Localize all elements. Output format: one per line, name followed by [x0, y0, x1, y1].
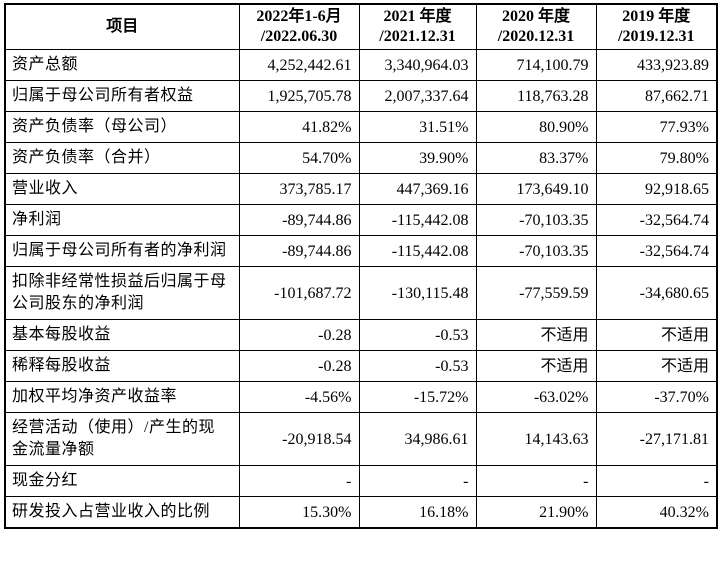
header-period-2022-line2: /2022.06.30 [260, 28, 338, 45]
row-label: 净利润 [4, 204, 240, 236]
row-value: - [595, 465, 718, 497]
row-value: -115,442.08 [358, 235, 477, 267]
row-value: -0.53 [358, 350, 477, 382]
row-value: 714,100.79 [475, 49, 597, 81]
row-value: 433,923.89 [595, 49, 718, 81]
row-value: -130,115.48 [358, 266, 477, 320]
row-value: 3,340,964.03 [358, 49, 477, 81]
row-value: - [358, 465, 477, 497]
row-label: 加权平均净资产收益率 [4, 381, 240, 413]
row-value: -0.28 [238, 319, 360, 351]
row-value: 41.82% [238, 111, 360, 143]
row-value: 34,986.61 [358, 412, 477, 466]
header-period-2020-line1: 2020 年度 [501, 8, 570, 25]
row-value: -101,687.72 [238, 266, 360, 320]
row-label: 稀释每股收益 [4, 350, 240, 382]
row-value: -4.56% [238, 381, 360, 413]
row-label: 营业收入 [4, 173, 240, 205]
header-period-2020: 2020 年度 /2020.12.31 [475, 3, 597, 50]
row-value: -89,744.86 [238, 235, 360, 267]
header-period-2022-line1: 2022年1-6月 [256, 8, 342, 25]
row-value: 173,649.10 [475, 173, 597, 205]
row-value: 不适用 [475, 319, 597, 351]
row-value: 373,785.17 [238, 173, 360, 205]
row-value: 31.51% [358, 111, 477, 143]
row-value: -37.70% [595, 381, 718, 413]
row-value: 14,143.63 [475, 412, 597, 466]
row-label: 归属于母公司所有者权益 [4, 80, 240, 112]
header-period-2019-line2: /2019.12.31 [618, 28, 695, 45]
table-row: 基本每股收益 -0.28 -0.53 不适用 不适用 [4, 319, 718, 351]
row-value: - [475, 465, 597, 497]
financial-summary-table: 项目 2022年1-6月 /2022.06.30 2021 年度 /2021.1… [4, 3, 718, 529]
table-row: 资产负债率（母公司） 41.82% 31.51% 80.90% 77.93% [4, 111, 718, 143]
row-value: 40.32% [595, 496, 718, 529]
table-row: 营业收入 373,785.17 447,369.16 173,649.10 92,918… [4, 173, 718, 205]
table-row: 稀释每股收益 -0.28 -0.53 不适用 不适用 [4, 350, 718, 382]
table-row: 研发投入占营业收入的比例 15.30% 16.18% 21.90% 40.32% [4, 496, 718, 529]
row-value: -70,103.35 [475, 235, 597, 267]
row-value: -70,103.35 [475, 204, 597, 236]
table-row: 净利润 -89,744.86 -115,442.08 -70,103.35 -32,56… [4, 204, 718, 236]
header-period-2021: 2021 年度 /2021.12.31 [358, 3, 477, 50]
row-value: 不适用 [475, 350, 597, 382]
row-value: -0.53 [358, 319, 477, 351]
row-label: 归属于母公司所有者的净利润 [4, 235, 240, 267]
row-value: 15.30% [238, 496, 360, 529]
row-value: 83.37% [475, 142, 597, 174]
row-value: 79.80% [595, 142, 718, 174]
table-row: 资产总额 4,252,442.61 3,340,964.03 714,100.79 43… [4, 49, 718, 81]
header-period-2019-line1: 2019 年度 [622, 8, 691, 25]
row-value: -115,442.08 [358, 204, 477, 236]
row-label: 扣除非经常性损益后归属于母公司股东的净利润 [4, 266, 240, 320]
row-value: 4,252,442.61 [238, 49, 360, 81]
header-period-2022: 2022年1-6月 /2022.06.30 [238, 3, 360, 50]
table-row: 归属于母公司所有者的净利润 -89,744.86 -115,442.08 -70,10… [4, 235, 718, 267]
row-value: 54.70% [238, 142, 360, 174]
table-row: 经营活动（使用）/产生的现金流量净额 -20,918.54 34,986.61 14,… [4, 412, 718, 466]
table-row: 现金分红 - - - - [4, 465, 718, 497]
row-label: 资产负债率（母公司） [4, 111, 240, 143]
row-value: -0.28 [238, 350, 360, 382]
row-value: -15.72% [358, 381, 477, 413]
row-value: 87,662.71 [595, 80, 718, 112]
table-row: 扣除非经常性损益后归属于母公司股东的净利润 -101,687.72 -130,115… [4, 266, 718, 320]
row-value: 21.90% [475, 496, 597, 529]
table-row: 归属于母公司所有者权益 1,925,705.78 2,007,337.64 118,7… [4, 80, 718, 112]
header-period-2019: 2019 年度 /2019.12.31 [595, 3, 718, 50]
row-label: 经营活动（使用）/产生的现金流量净额 [4, 412, 240, 466]
row-value: 39.90% [358, 142, 477, 174]
header-item-column: 项目 [4, 3, 240, 50]
header-row: 项目 2022年1-6月 /2022.06.30 2021 年度 /2021.1… [4, 3, 718, 50]
row-value: 92,918.65 [595, 173, 718, 205]
row-value: 1,925,705.78 [238, 80, 360, 112]
row-value: -27,171.81 [595, 412, 718, 466]
row-value: 16.18% [358, 496, 477, 529]
row-label: 研发投入占营业收入的比例 [4, 496, 240, 529]
row-label: 资产负债率（合并） [4, 142, 240, 174]
row-value: 不适用 [595, 319, 718, 351]
header-period-2021-line2: /2021.12.31 [379, 28, 456, 45]
header-period-2021-line1: 2021 年度 [383, 8, 452, 25]
row-value: -34,680.65 [595, 266, 718, 320]
row-value: -89,744.86 [238, 204, 360, 236]
row-value: - [238, 465, 360, 497]
row-value: 77.93% [595, 111, 718, 143]
row-value: 447,369.16 [358, 173, 477, 205]
row-label: 资产总额 [4, 49, 240, 81]
header-period-2020-line2: /2020.12.31 [497, 28, 575, 45]
row-value: -63.02% [475, 381, 597, 413]
row-value: -32,564.74 [595, 204, 718, 236]
table-row: 加权平均净资产收益率 -4.56% -15.72% -63.02% -37.70% [4, 381, 718, 413]
row-value: -20,918.54 [238, 412, 360, 466]
row-label: 基本每股收益 [4, 319, 240, 351]
row-value: 2,007,337.64 [358, 80, 477, 112]
row-label: 现金分红 [4, 465, 240, 497]
row-value: 不适用 [595, 350, 718, 382]
table-row: 资产负债率（合并） 54.70% 39.90% 83.37% 79.80% [4, 142, 718, 174]
row-value: 80.90% [475, 111, 597, 143]
row-value: -32,564.74 [595, 235, 718, 267]
row-value: 118,763.28 [475, 80, 597, 112]
row-value: -77,559.59 [475, 266, 597, 320]
